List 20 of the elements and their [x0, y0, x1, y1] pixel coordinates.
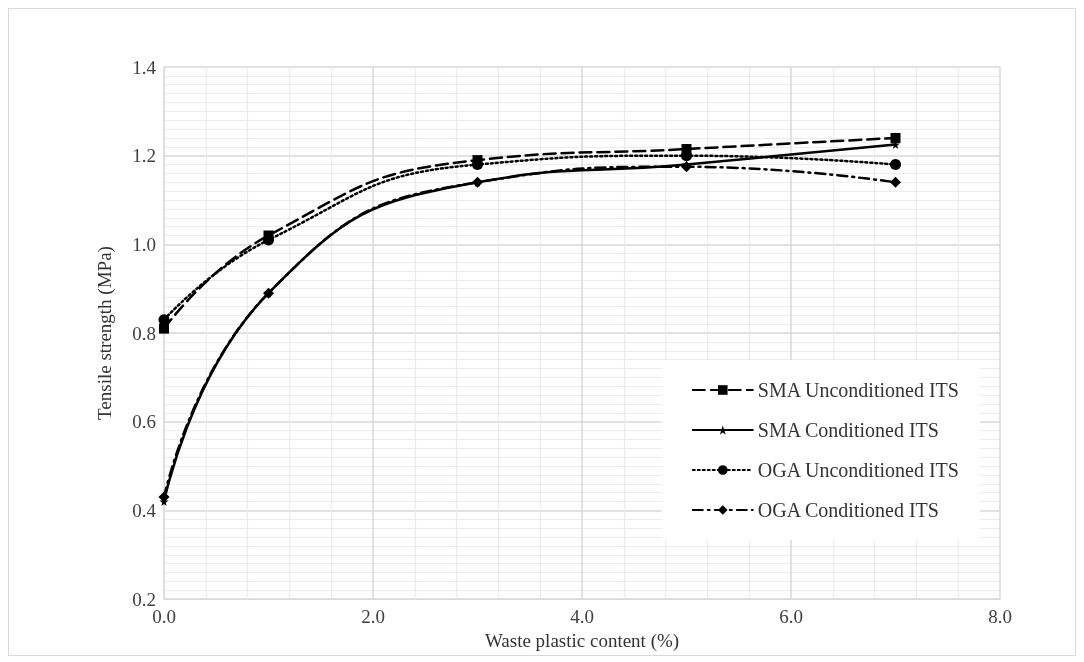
y-tick-label: 1.4 [132, 56, 157, 78]
y-tick-label: 1.0 [132, 233, 156, 255]
point [890, 176, 901, 188]
x-tick-label: 2.0 [361, 606, 385, 628]
x-tick-label: 4.0 [570, 606, 594, 628]
point [159, 323, 169, 334]
y-tick-label: 0.6 [132, 411, 156, 433]
legend-label: OGA Conditioned ITS [757, 499, 939, 521]
x-tick-label: 8.0 [988, 606, 1012, 628]
legend-label: OGA Unconditioned ITS [757, 459, 959, 481]
x-tick-label: 6.0 [779, 606, 803, 628]
point [890, 132, 901, 143]
point [890, 159, 901, 171]
legend-label: SMA Unconditioned ITS [757, 379, 959, 401]
y-axis-title: Tensile strength (MPa) [94, 246, 116, 420]
y-tick-label: 0.4 [132, 499, 157, 521]
y-tick-label: 1.2 [132, 145, 156, 167]
y-tick-label: 0.8 [132, 322, 156, 344]
x-axis-title: Waste plastic content (%) [484, 630, 680, 652]
legend-label: SMA Conditioned ITS [757, 419, 939, 441]
